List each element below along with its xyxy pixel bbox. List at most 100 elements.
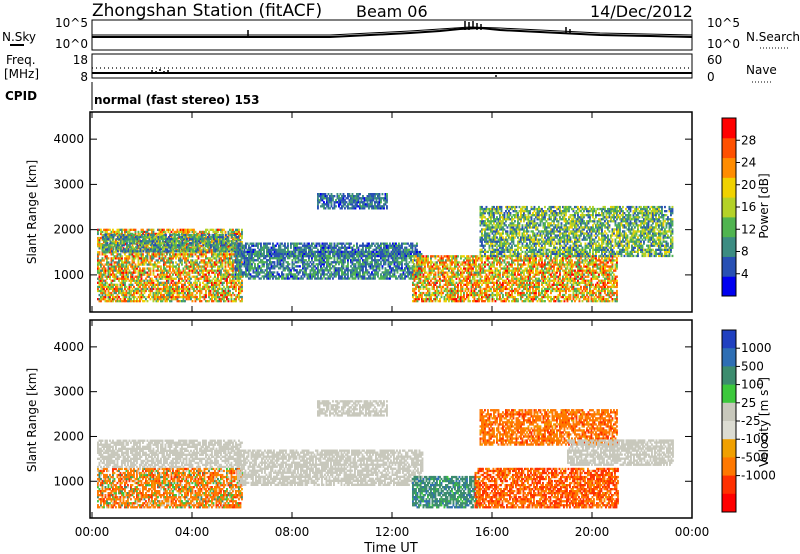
power-cell-region-0 xyxy=(125,269,128,272)
power-cell-region-0 xyxy=(206,271,209,274)
power-cell-region-0 xyxy=(214,265,216,268)
power-cell-region-0 xyxy=(218,253,221,256)
power-cell-region-0 xyxy=(211,228,213,231)
power-cell-region-2 xyxy=(420,253,423,256)
power-cell-region-2 xyxy=(357,257,360,260)
power-cell-region-0 xyxy=(188,281,191,284)
power-cell-region-0 xyxy=(115,230,117,234)
power-cell-region-0 xyxy=(145,283,147,286)
power-cell-region-2 xyxy=(273,261,276,264)
power-cell-region-0 xyxy=(175,298,177,301)
power-cell-region-2 xyxy=(305,271,307,274)
power-cell-region-0 xyxy=(157,261,159,264)
power-cell-region-0 xyxy=(155,255,158,258)
power-cell-region-2 xyxy=(320,265,322,268)
power-cell-region-0 xyxy=(122,291,125,295)
power-cell-region-0 xyxy=(149,263,152,266)
power-cell-region-4 xyxy=(342,197,345,200)
power-cell-region-0 xyxy=(194,230,197,234)
power-cell-region-3 xyxy=(333,242,336,245)
power-cell-region-1 xyxy=(166,248,169,251)
power-cell-region-2 xyxy=(291,261,294,264)
power-cell-region-1 xyxy=(114,233,116,237)
power-cell-region-0 xyxy=(125,271,128,274)
power-cell-region-0 xyxy=(232,263,234,266)
power-cell-region-3 xyxy=(293,254,295,258)
power-cell-region-0 xyxy=(209,289,212,293)
power-cell-region-2 xyxy=(311,277,313,280)
power-cell-region-0 xyxy=(121,275,123,278)
power-cell-region-0 xyxy=(130,283,132,286)
power-cell-region-0 xyxy=(227,298,230,301)
power-cell-region-0 xyxy=(193,228,195,231)
power-cell-region-0 xyxy=(142,269,144,272)
power-cell-region-0 xyxy=(214,283,216,286)
power-cell-region-0 xyxy=(178,253,180,256)
power-cell-region-0 xyxy=(163,263,165,266)
power-cell-region-0 xyxy=(131,261,134,264)
power-cell-region-2 xyxy=(387,259,390,262)
power-cell-region-0 xyxy=(121,291,123,295)
power-cell-region-0 xyxy=(125,277,128,280)
power-cell-region-0 xyxy=(137,253,140,256)
power-cell-region-0 xyxy=(187,287,189,291)
power-cell-region-0 xyxy=(166,265,168,268)
power-cell-region-0 xyxy=(187,277,189,280)
power-cell-region-0 xyxy=(167,228,170,231)
power-cell-region-0 xyxy=(149,261,152,264)
power-cell-region-0 xyxy=(190,277,192,280)
power-cell-region-2 xyxy=(309,265,312,268)
power-cell-region-0 xyxy=(217,267,219,270)
power-cell-region-3 xyxy=(290,244,292,247)
power-cell-region-1 xyxy=(234,238,236,241)
power-cell-region-1 xyxy=(202,246,205,249)
power-cell-region-0 xyxy=(164,287,167,291)
power-cell-region-0 xyxy=(158,281,161,284)
power-cell-region-0 xyxy=(169,291,171,295)
power-cell-region-0 xyxy=(152,265,155,268)
power-cell-region-0 xyxy=(226,255,228,258)
power-cell-region-0 xyxy=(130,232,132,236)
power-cell-region-2 xyxy=(317,267,319,270)
power-cell-region-0 xyxy=(191,300,194,303)
power-cell-region-0 xyxy=(185,287,188,291)
power-cell-region-0 xyxy=(104,298,107,301)
power-cell-region-0 xyxy=(148,261,150,264)
power-cell-region-0 xyxy=(128,271,131,274)
power-cell-region-2 xyxy=(386,275,388,278)
power-cell-region-0 xyxy=(205,249,207,252)
power-cell-region-0 xyxy=(241,295,243,299)
power-cell-region-2 xyxy=(291,265,294,268)
power-cell-region-2 xyxy=(236,267,238,270)
power-cell-region-0 xyxy=(119,287,122,291)
date-label: 14/Dec/2012 xyxy=(590,2,693,21)
power-cell-region-0 xyxy=(238,230,240,234)
power-cell-region-0 xyxy=(110,230,113,234)
power-cell-region-2 xyxy=(408,261,411,264)
power-cell-region-0 xyxy=(214,275,216,278)
power-cell-region-0 xyxy=(145,257,147,260)
power-cell-region-4 xyxy=(347,205,349,208)
power-cell-region-0 xyxy=(173,230,176,234)
power-cell-region-3 xyxy=(404,252,406,255)
power-cell-region-1 xyxy=(151,242,154,245)
power-cell-region-1 xyxy=(118,238,121,241)
power-cell-region-0 xyxy=(104,285,107,289)
power-cell-region-0 xyxy=(241,300,243,303)
power-cell-region-0 xyxy=(187,291,189,295)
power-cell-region-0 xyxy=(193,241,195,244)
power-cell-region-0 xyxy=(142,300,144,303)
power-cell-region-3 xyxy=(377,254,379,258)
power-cell-region-0 xyxy=(134,279,137,282)
power-cell-region-0 xyxy=(194,277,197,280)
power-cell-region-0 xyxy=(155,275,158,278)
power-cell-region-2 xyxy=(303,265,306,268)
power-cell-region-0 xyxy=(137,230,140,234)
power-cell-region-3 xyxy=(350,242,352,245)
power-cell-region-0 xyxy=(103,285,105,289)
power-cell-region-3 xyxy=(392,252,394,255)
power-cell-region-0 xyxy=(208,257,210,260)
power-cell-region-0 xyxy=(137,263,140,266)
power-cell-region-0 xyxy=(154,261,156,264)
power-cell-region-2 xyxy=(401,263,403,266)
